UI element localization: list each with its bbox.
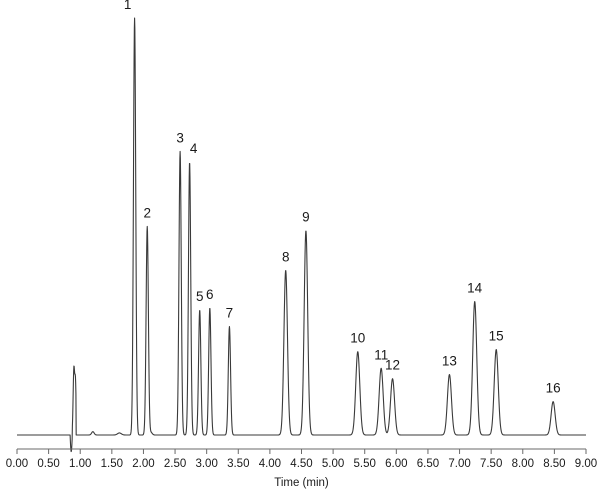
- x-tick-label: 8.50: [543, 458, 565, 470]
- x-tick-label: 3.50: [227, 458, 249, 470]
- x-tick-label: 4.50: [290, 458, 312, 470]
- peak-label-16: 16: [546, 381, 561, 396]
- x-tick-label: 9.00: [575, 458, 597, 470]
- x-tick-label: 3.00: [195, 458, 217, 470]
- x-tick-label: 6.50: [417, 458, 439, 470]
- peak-label-8: 8: [282, 249, 290, 264]
- peak-label-13: 13: [442, 354, 457, 369]
- x-tick-label: 4.00: [259, 458, 281, 470]
- x-axis-ticks: 0.00 0.50 1.00 1.50 2.00 2.50 3.00 3.50 4.00 4.50…: [6, 449, 597, 470]
- peak-label-10: 10: [350, 331, 365, 346]
- peak-label-5: 5: [196, 289, 204, 304]
- x-tick-label: 7.50: [480, 458, 502, 470]
- x-tick-label: 1.00: [69, 458, 91, 470]
- x-tick-label: 2.50: [164, 458, 186, 470]
- chromatogram-trace: [16, 17, 587, 453]
- peak-label-6: 6: [206, 287, 214, 302]
- peak-label-3: 3: [176, 130, 184, 145]
- peak-label-12: 12: [385, 358, 400, 373]
- peak-label-1: 1: [124, 0, 132, 12]
- peak-label-14: 14: [467, 281, 483, 296]
- peak-label-2: 2: [143, 206, 151, 221]
- x-tick-label: 8.00: [512, 458, 534, 470]
- peak-label-9: 9: [302, 210, 310, 225]
- x-tick-label: 5.00: [322, 458, 344, 470]
- peak-label-15: 15: [489, 329, 504, 344]
- x-tick-label: 0.00: [6, 458, 28, 470]
- x-tick-label: 1.50: [101, 458, 123, 470]
- x-tick-label: 2.00: [132, 458, 154, 470]
- peak-label-11: 11: [374, 347, 388, 362]
- x-tick-label: 5.50: [354, 458, 376, 470]
- peak-label-4: 4: [190, 141, 198, 156]
- x-tick-label: 6.00: [385, 458, 407, 470]
- peak-label-7: 7: [226, 306, 234, 321]
- x-axis-title: Time (min): [274, 477, 329, 489]
- x-tick-label: 7.00: [448, 458, 470, 470]
- x-tick-label: 0.50: [37, 458, 59, 470]
